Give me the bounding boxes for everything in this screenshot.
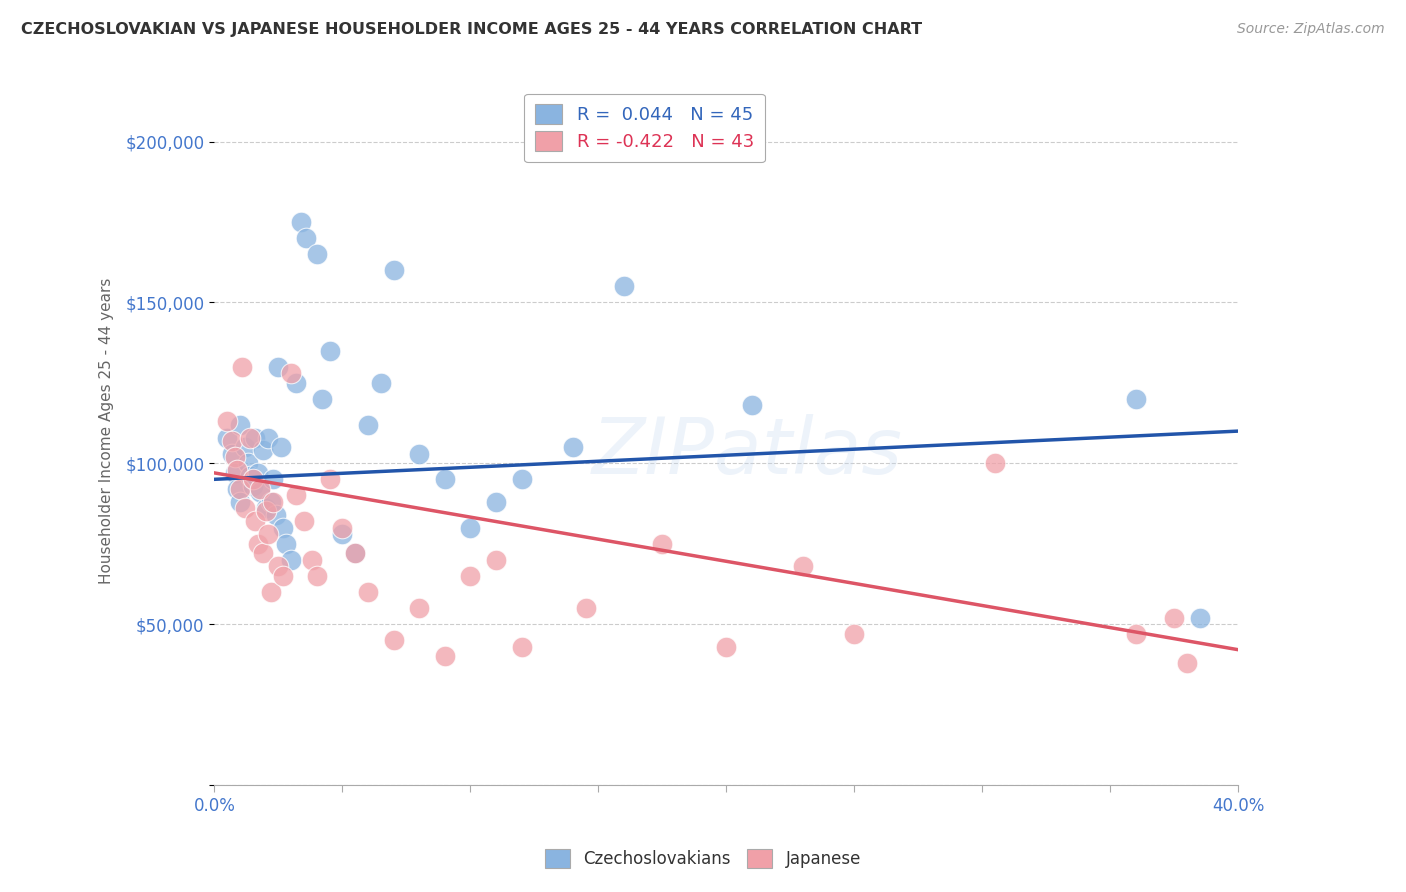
Point — [792, 559, 814, 574]
Point — [217, 431, 239, 445]
Point — [246, 536, 269, 550]
Point — [613, 279, 636, 293]
Text: Source: ZipAtlas.com: Source: ZipAtlas.com — [1237, 22, 1385, 37]
Point — [249, 485, 271, 500]
Point — [257, 431, 280, 445]
Point — [741, 398, 763, 412]
Point — [716, 640, 738, 654]
Legend: R =  0.044   N = 45, R = -0.422   N = 43: R = 0.044 N = 45, R = -0.422 N = 43 — [524, 94, 765, 162]
Point — [267, 359, 290, 374]
Point — [270, 440, 292, 454]
Point — [1163, 610, 1185, 624]
Point — [485, 495, 508, 509]
Point — [510, 640, 533, 654]
Point — [844, 626, 866, 640]
Point — [267, 559, 290, 574]
Point — [382, 633, 405, 648]
Point — [242, 472, 264, 486]
Text: ZIPatlas: ZIPatlas — [592, 414, 903, 491]
Point — [254, 501, 277, 516]
Point — [273, 568, 295, 582]
Point — [561, 440, 583, 454]
Point — [485, 552, 508, 566]
Point — [408, 601, 430, 615]
Point — [224, 450, 246, 464]
Point — [254, 504, 277, 518]
Point — [252, 443, 274, 458]
Point — [318, 472, 340, 486]
Point — [229, 482, 252, 496]
Point — [318, 343, 340, 358]
Point — [305, 568, 328, 582]
Point — [264, 508, 287, 522]
Point — [257, 527, 280, 541]
Text: CZECHOSLOVAKIAN VS JAPANESE HOUSEHOLDER INCOME AGES 25 - 44 YEARS CORRELATION CH: CZECHOSLOVAKIAN VS JAPANESE HOUSEHOLDER … — [21, 22, 922, 37]
Point — [344, 546, 367, 560]
Point — [233, 501, 256, 516]
Point — [574, 601, 596, 615]
Point — [357, 585, 380, 599]
Point — [285, 376, 308, 390]
Point — [249, 482, 271, 496]
Point — [239, 431, 262, 445]
Point — [344, 546, 367, 560]
Point — [382, 263, 405, 277]
Point — [280, 366, 302, 380]
Point — [217, 414, 239, 428]
Point — [221, 434, 243, 448]
Point — [280, 552, 302, 566]
Point — [311, 392, 333, 406]
Legend: Czechoslovakians, Japanese: Czechoslovakians, Japanese — [538, 843, 868, 875]
Point — [245, 431, 267, 445]
Y-axis label: Householder Income Ages 25 - 44 years: Householder Income Ages 25 - 44 years — [100, 278, 114, 584]
Point — [236, 456, 259, 470]
Point — [301, 552, 323, 566]
Point — [231, 359, 253, 374]
Point — [246, 466, 269, 480]
Point — [262, 472, 284, 486]
Point — [262, 495, 284, 509]
Point — [221, 447, 243, 461]
Point — [651, 536, 673, 550]
Point — [259, 495, 281, 509]
Point — [226, 482, 249, 496]
Point — [330, 520, 353, 534]
Point — [305, 247, 328, 261]
Point — [273, 520, 295, 534]
Point — [285, 488, 308, 502]
Point — [984, 456, 1007, 470]
Point — [292, 514, 315, 528]
Point — [239, 469, 262, 483]
Point — [357, 417, 380, 432]
Point — [245, 514, 267, 528]
Point — [224, 466, 246, 480]
Point — [259, 585, 281, 599]
Point — [1125, 626, 1147, 640]
Point — [458, 568, 481, 582]
Point — [233, 440, 256, 454]
Point — [290, 215, 312, 229]
Point — [433, 472, 456, 486]
Point — [242, 479, 264, 493]
Point — [370, 376, 392, 390]
Point — [1175, 656, 1198, 670]
Point — [1125, 392, 1147, 406]
Point — [229, 495, 252, 509]
Point — [1188, 610, 1211, 624]
Point — [458, 520, 481, 534]
Point — [252, 546, 274, 560]
Point — [229, 417, 252, 432]
Point — [330, 527, 353, 541]
Point — [510, 472, 533, 486]
Point — [295, 231, 318, 245]
Point — [274, 536, 297, 550]
Point — [433, 649, 456, 664]
Point — [226, 463, 249, 477]
Point — [408, 447, 430, 461]
